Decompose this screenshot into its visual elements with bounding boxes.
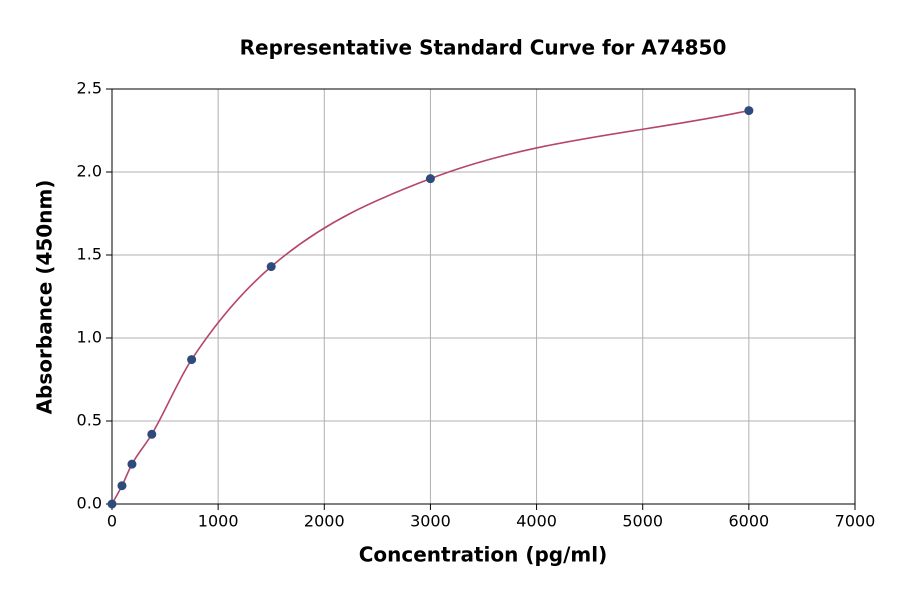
data-point [147,429,157,439]
x-tick-label: 1000 [198,512,239,531]
fit-curve [111,109,750,505]
data-point [266,262,276,272]
x-tick-label: 0 [107,512,117,531]
chart-title: Representative Standard Curve for A74850 [240,36,727,60]
x-tick-label: 6000 [728,512,769,531]
data-point [744,106,754,116]
y-tick-label: 2.0 [77,162,102,181]
y-axis-label: Absorbance (450nm) [33,180,57,415]
x-tick-label: 7000 [835,512,876,531]
y-tick-label: 0.5 [77,411,102,430]
data-point [425,174,435,184]
data-point [127,459,137,469]
x-tick-label: 2000 [304,512,345,531]
x-axis-label: Concentration (pg/ml) [359,543,608,567]
plot-frame [111,88,856,505]
y-tick-label: 0.0 [77,494,102,513]
y-tick-label: 2.5 [77,79,102,98]
data-point [107,499,117,509]
x-tick-label: 4000 [516,512,557,531]
data-point [187,355,197,365]
y-tick-label: 1.5 [77,245,102,264]
data-point [117,481,127,491]
x-tick-label: 3000 [410,512,451,531]
x-tick-label: 5000 [622,512,663,531]
y-tick-label: 1.0 [77,328,102,347]
